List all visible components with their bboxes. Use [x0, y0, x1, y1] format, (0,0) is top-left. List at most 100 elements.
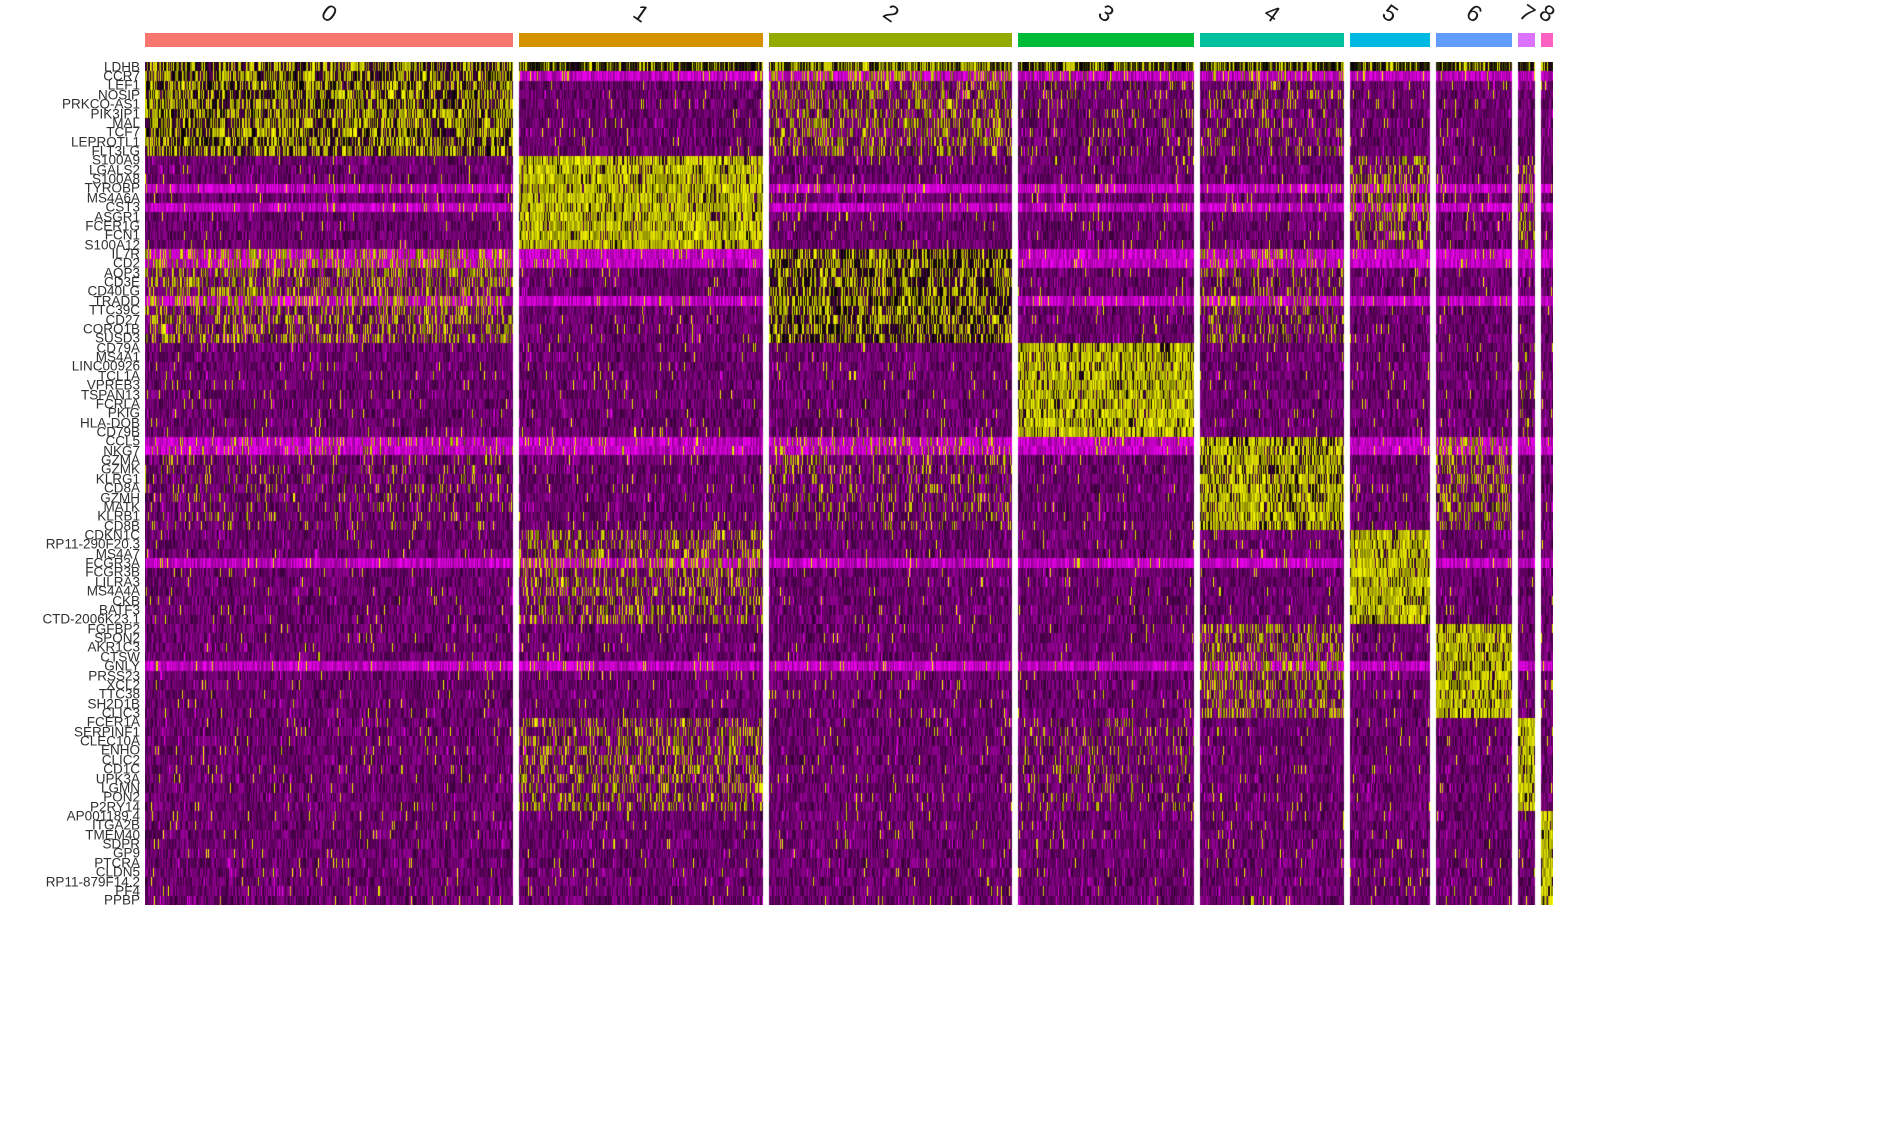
cluster-bar-0: [145, 33, 513, 47]
gene-label: CDKN1C: [84, 527, 140, 543]
gene-label: KLRG1: [95, 471, 140, 487]
gene-label: MS4A7: [95, 546, 140, 561]
gene-label: CD40LG: [87, 283, 140, 299]
cluster-label-6: 6: [1461, 0, 1487, 28]
cluster-label-2: 2: [878, 0, 904, 28]
gene-label: S100A8: [91, 171, 140, 187]
gene-label: GZMH: [100, 489, 140, 505]
gene-label: LEPROTL1: [70, 133, 140, 149]
gene-label: PIK3IP1: [90, 105, 140, 121]
gene-label: CD1C: [103, 761, 140, 777]
gene-label: AQP3: [103, 265, 140, 280]
gene-label: BATF3: [98, 602, 140, 618]
gene-label: TSPAN13: [80, 386, 140, 402]
gene-label: RP11-879F14.2: [45, 873, 140, 889]
gene-label: AP001189.4: [66, 808, 140, 824]
gene-label: LINC00926: [71, 358, 140, 374]
gene-label: CLIC3: [101, 705, 140, 721]
gene-label: LDHB: [103, 58, 140, 74]
gene-label: PRSS23: [88, 667, 140, 683]
gene-label: KLRB1: [97, 508, 140, 524]
gene-label: NOSIP: [97, 87, 140, 103]
cluster-bar-2: [769, 33, 1012, 47]
heatmap-canvas: [145, 62, 1553, 905]
gene-label: CKB: [112, 592, 140, 608]
gene-label: SUSD3: [94, 330, 140, 346]
gene-label: FLT3LG: [91, 143, 140, 159]
cluster-bar-5: [1350, 33, 1430, 47]
gene-label: P2RY14: [89, 798, 140, 814]
cluster-label-7: 7: [1514, 0, 1540, 28]
gene-label: PF4: [115, 883, 140, 899]
gene-label: CST3: [105, 199, 140, 215]
cluster-label-5: 5: [1377, 0, 1403, 28]
gene-label: RP11-290F20.3: [45, 536, 140, 552]
cluster-label-1: 1: [628, 0, 654, 28]
gene-label: CD2: [112, 255, 140, 271]
gene-label: FCGR3A: [85, 555, 140, 571]
cluster-label-4: 4: [1259, 0, 1285, 28]
gene-label: TMEM40: [85, 827, 140, 842]
gene-label: PTCRA: [94, 855, 140, 871]
cluster-bar-4: [1200, 33, 1344, 47]
gene-label: FCRLA: [95, 396, 140, 412]
gene-label: TTC39C: [88, 302, 140, 318]
gene-label: ITGA2B: [91, 817, 140, 833]
gene-label: ASGR1: [94, 208, 140, 224]
gene-label: CORO1B: [82, 321, 140, 337]
gene-label: UPK3A: [95, 770, 140, 786]
cluster-bar-7: [1518, 33, 1535, 47]
gene-label: TTC38: [98, 686, 140, 702]
gene-label: GNLY: [104, 658, 140, 674]
gene-label: GZMA: [101, 452, 140, 468]
gene-label: FCN1: [104, 227, 140, 243]
gene-label: PON2: [103, 789, 140, 805]
gene-label: CTD-2006K23.1: [42, 611, 140, 627]
gene-label: S100A9: [91, 152, 140, 168]
gene-label: CD79B: [96, 424, 140, 440]
gene-label: MS4A4A: [86, 583, 140, 599]
cluster-bar-6: [1436, 33, 1512, 47]
cluster-bar-8: [1541, 33, 1553, 47]
gene-label: AKR1C3: [87, 639, 140, 655]
gene-label: S100A12: [84, 236, 140, 252]
gene-label: CCL5: [105, 433, 140, 449]
gene-label: HLA-DOB: [79, 414, 140, 430]
gene-label: SH2D1B: [87, 695, 140, 711]
gene-label: MAL: [112, 115, 140, 131]
gene-label: LEF1: [107, 77, 140, 93]
gene-label: FGFBP2: [87, 620, 140, 636]
gene-label: CD8B: [103, 517, 140, 533]
gene-label: LGALS2: [88, 161, 140, 177]
gene-label: XCL2: [106, 677, 140, 693]
gene-label: GZMK: [101, 461, 140, 477]
gene-label: NKG7: [103, 442, 140, 458]
gene-label: ENHO: [100, 742, 140, 758]
gene-label: MS4A6A: [86, 190, 140, 206]
gene-label: CD27: [105, 311, 140, 327]
gene-label: CLIC2: [101, 752, 140, 768]
gene-label: MS4A1: [95, 349, 140, 365]
gene-label: FCER1G: [85, 218, 140, 234]
gene-label: CLEC10A: [79, 733, 140, 749]
gene-label: CCR7: [103, 68, 140, 84]
gene-label: LILRA3: [94, 574, 140, 590]
gene-label: GP9: [112, 845, 140, 861]
gene-label: PPBP: [103, 892, 140, 908]
gene-label: VPREB3: [86, 377, 140, 393]
gene-label: TRADD: [93, 293, 141, 309]
gene-label: CLDN5: [95, 864, 140, 880]
gene-label: SPON2: [94, 630, 140, 646]
gene-label: MATK: [103, 499, 141, 515]
gene-label: TYROBP: [84, 180, 140, 196]
cluster-label-3: 3: [1093, 0, 1119, 28]
cluster-bar-3: [1018, 33, 1194, 47]
gene-label: CD79A: [96, 339, 140, 355]
gene-label: SERPINF1: [73, 723, 140, 739]
cluster-bar-1: [519, 33, 763, 47]
gene-label: CD3E: [103, 274, 140, 290]
gene-label: LGMN: [100, 780, 140, 796]
gene-label: PRKCQ-AS1: [61, 96, 140, 112]
gene-label: CTSW: [100, 649, 140, 665]
